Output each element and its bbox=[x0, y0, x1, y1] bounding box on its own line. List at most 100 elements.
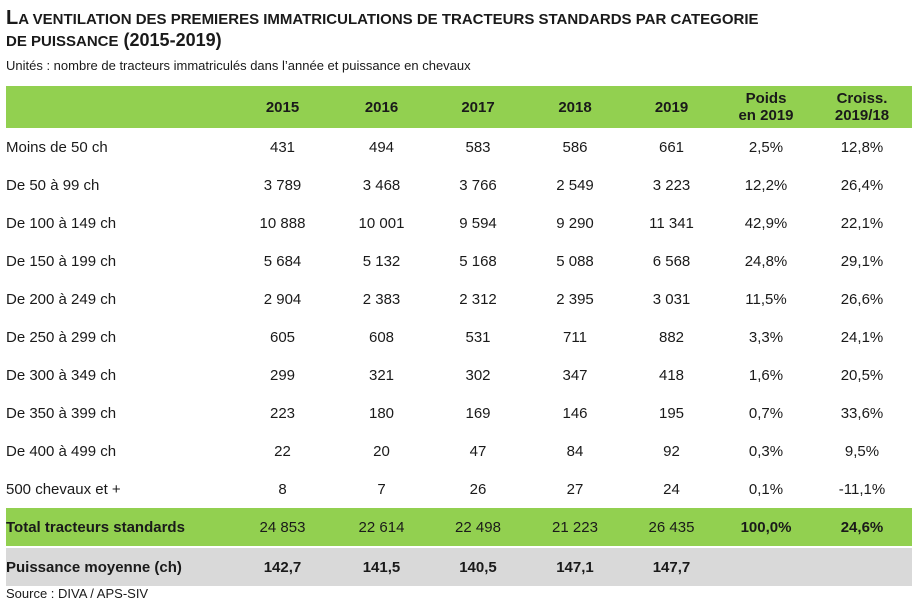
cell-2017: 3 766 bbox=[459, 176, 497, 194]
cell-2015: 605 bbox=[269, 328, 296, 346]
row-label: De 250 à 299 ch bbox=[6, 328, 117, 346]
cell-2019: 882 bbox=[658, 328, 685, 346]
cell-2019: 92 bbox=[663, 442, 680, 460]
table-row: De 300 à 349 ch 299 321 302 347 418 1,6%… bbox=[6, 356, 912, 394]
title-years: (2015-2019) bbox=[118, 30, 222, 50]
row-label: 500 chevaux et + bbox=[6, 480, 121, 498]
cell-2019: 3 223 bbox=[652, 176, 691, 194]
title-text-1: A VENTILATION DES PREMIERES IMMATRICULAT… bbox=[18, 11, 759, 28]
cell-2018: 27 bbox=[566, 480, 584, 498]
cell-2017: 302 bbox=[465, 366, 491, 384]
average-2018: 147,1 bbox=[556, 558, 594, 576]
average-2019: 147,7 bbox=[652, 558, 691, 576]
header-2015: 2015 bbox=[265, 98, 300, 116]
row-label: De 350 à 399 ch bbox=[6, 404, 117, 422]
cell-2015: 5 684 bbox=[263, 252, 302, 270]
cell-2016: 2 383 bbox=[362, 290, 401, 308]
title-line-2: DE PUISSANCE (2015-2019) bbox=[6, 30, 906, 52]
header-label bbox=[6, 86, 231, 128]
table-row: De 100 à 149 ch 10 888 10 001 9 594 9 29… bbox=[6, 204, 912, 242]
header-poids-line1: Poids bbox=[745, 90, 787, 107]
cell-croiss: 9,5% bbox=[844, 442, 880, 460]
row-label: De 200 à 249 ch bbox=[6, 290, 117, 308]
cell-2016: 321 bbox=[368, 366, 395, 384]
table-row: De 250 à 299 ch 605 608 531 711 882 3,3%… bbox=[6, 318, 912, 356]
cell-2016: 180 bbox=[368, 404, 395, 422]
total-row: Total tracteurs standards 24 853 22 614 … bbox=[6, 508, 912, 546]
cell-croiss: 26,4% bbox=[840, 176, 884, 194]
cell-2017: 169 bbox=[465, 404, 491, 422]
average-2015: 142,7 bbox=[263, 558, 302, 576]
cell-2016: 10 001 bbox=[358, 214, 405, 232]
cell-2016: 3 468 bbox=[362, 176, 401, 194]
header-croiss-line1: Croiss. bbox=[836, 90, 888, 107]
table-row: De 400 à 499 ch 22 20 47 84 92 0,3% 9,5% bbox=[6, 432, 912, 470]
cell-2016: 494 bbox=[368, 138, 395, 156]
title-text-2: DE PUISSANCE bbox=[6, 33, 119, 50]
header-croiss: Croiss. 2019/18 bbox=[812, 86, 912, 128]
average-2017: 140,5 bbox=[459, 558, 497, 576]
units-note: Unités : nombre de tracteurs immatriculé… bbox=[6, 58, 471, 73]
cell-2018: 146 bbox=[562, 404, 588, 422]
title-initial: L bbox=[6, 7, 19, 29]
cell-poids: 0,3% bbox=[748, 442, 784, 460]
cell-2019: 418 bbox=[658, 366, 685, 384]
cell-2019: 11 341 bbox=[649, 214, 694, 232]
average-label: Puissance moyenne (ch) bbox=[6, 558, 182, 576]
table-row: 500 chevaux et + 8 7 26 27 24 0,1% -11,1… bbox=[6, 470, 912, 508]
average-row: Puissance moyenne (ch) 142,7 141,5 140,5… bbox=[6, 548, 912, 586]
cell-croiss: 20,5% bbox=[840, 366, 884, 384]
cell-2016: 5 132 bbox=[362, 252, 401, 270]
table-row: De 350 à 399 ch 223 180 169 146 195 0,7%… bbox=[6, 394, 912, 432]
cell-2016: 7 bbox=[377, 480, 386, 498]
header-poids-line2: en 2019 bbox=[738, 107, 794, 124]
cell-2019: 3 031 bbox=[652, 290, 691, 308]
cell-2018: 711 bbox=[563, 328, 587, 346]
cell-poids: 24,8% bbox=[744, 252, 788, 270]
total-2018: 21 223 bbox=[552, 518, 598, 536]
cell-2019: 661 bbox=[658, 138, 685, 156]
table-row: De 200 à 249 ch 2 904 2 383 2 312 2 395 … bbox=[6, 280, 912, 318]
cell-2016: 608 bbox=[368, 328, 395, 346]
registrations-table: 2015 2016 2017 2018 2019 Poids en 2019 Cr… bbox=[6, 86, 912, 586]
cell-poids: 2,5% bbox=[748, 138, 784, 156]
cell-poids: 11,5% bbox=[745, 290, 787, 308]
header-croiss-line2: 2019/18 bbox=[834, 107, 890, 124]
cell-croiss: -11,1% bbox=[838, 480, 886, 498]
total-2017: 22 498 bbox=[455, 518, 501, 536]
cell-poids: 0,7% bbox=[748, 404, 784, 422]
cell-2015: 2 904 bbox=[263, 290, 302, 308]
total-2019: 26 435 bbox=[648, 518, 695, 536]
cell-poids: 3,3% bbox=[748, 328, 784, 346]
header-2019: 2019 bbox=[654, 98, 689, 116]
cell-2018: 9 290 bbox=[556, 214, 594, 232]
cell-croiss: 12,8% bbox=[840, 138, 884, 156]
cell-2015: 8 bbox=[278, 480, 287, 498]
cell-2015: 10 888 bbox=[259, 214, 306, 232]
table-row: De 50 à 99 ch 3 789 3 468 3 766 2 549 3 … bbox=[6, 166, 912, 204]
total-poids: 100,0% bbox=[740, 518, 792, 536]
cell-2016: 20 bbox=[373, 442, 390, 460]
cell-croiss: 26,6% bbox=[840, 290, 884, 308]
row-label: De 100 à 149 ch bbox=[6, 214, 117, 232]
row-label: De 50 à 99 ch bbox=[6, 176, 100, 194]
cell-2018: 586 bbox=[562, 138, 588, 156]
row-spacer bbox=[6, 546, 912, 548]
table-row: Moins de 50 ch 431 494 583 586 661 2,5% … bbox=[6, 128, 912, 166]
row-label: De 150 à 199 ch bbox=[6, 252, 117, 270]
title-line-1: LA VENTILATION DES PREMIERES IMMATRICULA… bbox=[6, 8, 906, 30]
cell-2018: 347 bbox=[562, 366, 588, 384]
cell-2018: 2 395 bbox=[556, 290, 594, 308]
average-croiss bbox=[812, 548, 912, 586]
cell-2018: 2 549 bbox=[556, 176, 594, 194]
cell-2017: 5 168 bbox=[459, 252, 497, 270]
cell-2015: 22 bbox=[274, 442, 291, 460]
cell-2017: 26 bbox=[469, 480, 487, 498]
header-poids: Poids en 2019 bbox=[720, 86, 812, 128]
cell-poids: 12,2% bbox=[744, 176, 788, 194]
row-label: Moins de 50 ch bbox=[6, 138, 108, 156]
cell-2017: 2 312 bbox=[459, 290, 497, 308]
cell-2015: 3 789 bbox=[263, 176, 302, 194]
cell-2015: 223 bbox=[269, 404, 296, 422]
source-note: Source : DIVA / APS-SIV bbox=[6, 586, 149, 601]
